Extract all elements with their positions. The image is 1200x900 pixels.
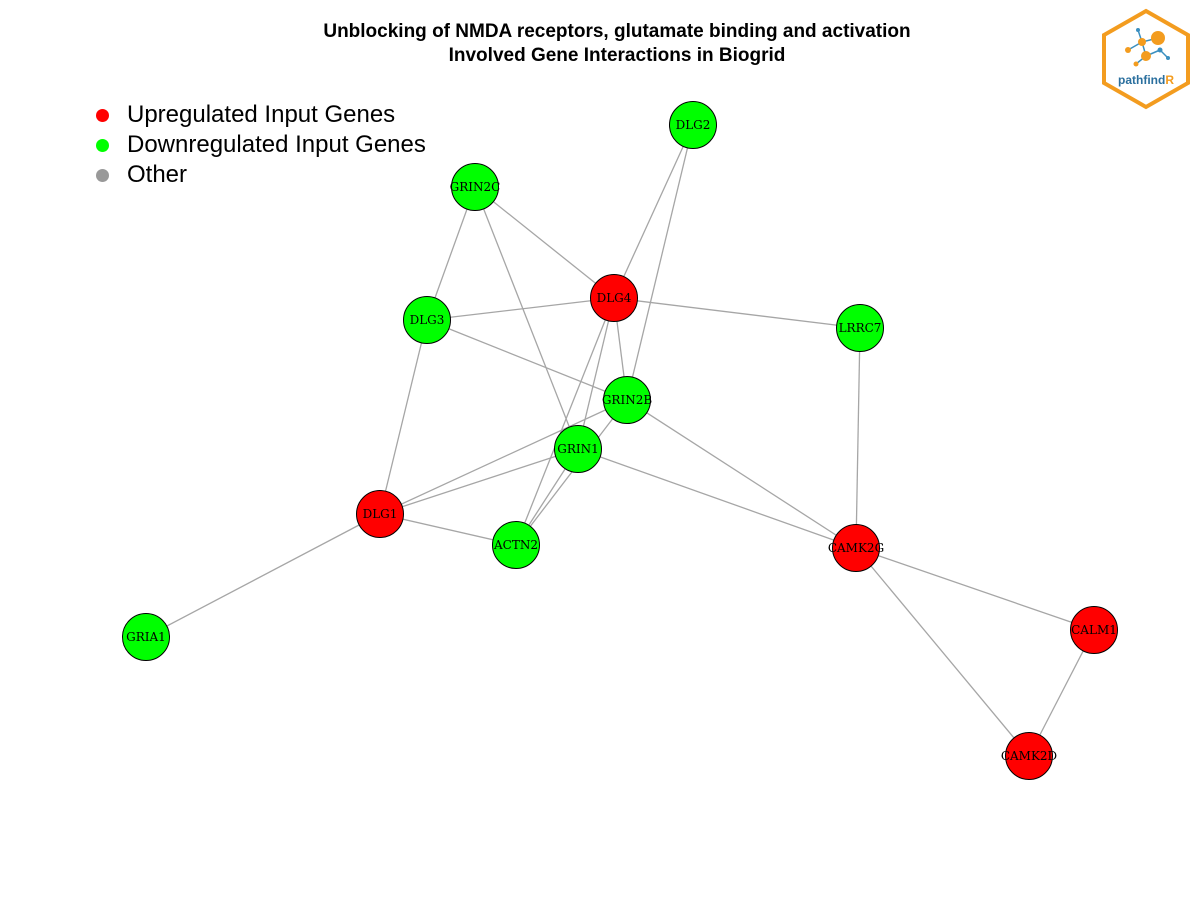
legend: Upregulated Input Genes Downregulated In…: [96, 100, 426, 190]
node-dlg2: DLG2: [669, 101, 717, 149]
edge-dlg4-lrrc7: [613, 297, 861, 329]
edge-grin2b-camk2g: [626, 399, 857, 549]
node-circle-dlg4: [590, 274, 638, 322]
node-label-camk2d: CAMK2D: [1001, 749, 1057, 763]
node-dlg1: DLG1: [356, 490, 404, 538]
edge-layer: [145, 124, 1095, 757]
legend-item-upregulated: Upregulated Input Genes: [96, 100, 426, 130]
node-grin1: GRIN1: [554, 425, 602, 473]
edge-dlg4-actn2: [515, 297, 615, 546]
node-circle-dlg2: [669, 101, 717, 149]
edge-dlg3-dlg1: [379, 319, 428, 515]
node-label-actn2: ACTN2: [493, 538, 538, 552]
edge-dlg1-gria1: [145, 513, 381, 638]
legend-label-other: Other: [127, 161, 188, 188]
chart-title: Unblocking of NMDA receptors, glutamate …: [0, 20, 1200, 68]
node-circle-grin2b: [603, 376, 651, 424]
node-label-dlg1: DLG1: [363, 507, 398, 521]
node-actn2: ACTN2: [492, 521, 540, 569]
edge-dlg4-dlg3: [426, 297, 615, 321]
node-calm1: CALM1: [1070, 606, 1118, 654]
node-grin2c: GRIN2C: [450, 163, 501, 211]
node-label-grin2b: GRIN2B: [602, 393, 652, 407]
logo-text: pathfindR: [1118, 73, 1174, 87]
edge-camk2g-camk2d: [855, 547, 1030, 757]
legend-label-downregulated: Downregulated Input Genes: [127, 131, 426, 158]
node-layer: DLG2 GRIN2C DLG4 DLG3 LRRC7 GRIN2B GRIN1 DLG1 AC…: [122, 101, 1118, 780]
edge-grin2c-grin1: [474, 186, 579, 450]
title-line-1: Unblocking of NMDA receptors, glutamate …: [323, 21, 911, 42]
legend-item-other: Other: [96, 160, 426, 190]
edge-dlg4-grin1: [577, 297, 615, 450]
node-camk2d: CAMK2D: [1001, 732, 1057, 780]
node-circle-dlg3: [403, 296, 451, 344]
edge-grin2c-dlg4: [474, 186, 615, 299]
node-gria1: GRIA1: [122, 613, 170, 661]
node-label-calm1: CALM1: [1071, 623, 1117, 637]
legend-item-downregulated: Downregulated Input Genes: [96, 130, 426, 160]
node-label-dlg4: DLG4: [597, 291, 632, 305]
node-label-dlg3: DLG3: [410, 313, 445, 327]
node-label-camk2g: CAMK2G: [828, 541, 884, 555]
edge-dlg2-dlg4: [613, 124, 694, 299]
node-dlg4: DLG4: [590, 274, 638, 322]
node-label-lrrc7: LRRC7: [839, 321, 882, 335]
node-dlg3: DLG3: [403, 296, 451, 344]
node-lrrc7: LRRC7: [836, 304, 884, 352]
node-label-grin1: GRIN1: [557, 442, 599, 456]
node-circle-grin2c: [451, 163, 499, 211]
edge-camk2g-calm1: [855, 547, 1095, 631]
edge-grin2b-actn2: [515, 399, 628, 546]
node-label-grin2c: GRIN2C: [450, 180, 501, 194]
node-circle-actn2: [492, 521, 540, 569]
node-circle-gria1: [122, 613, 170, 661]
node-circle-lrrc7: [836, 304, 884, 352]
edge-grin1-camk2g: [577, 448, 857, 549]
edge-grin1-dlg1: [379, 448, 579, 515]
logo-nodes: [1125, 28, 1170, 67]
legend-marker-downregulated: [96, 138, 109, 152]
node-circle-camk2g: [832, 524, 880, 572]
title-line-2: Involved Gene Interactions in Biogrid: [448, 45, 786, 66]
node-label-dlg2: DLG2: [676, 118, 711, 132]
node-label-gria1: GRIA1: [126, 630, 166, 644]
edge-grin2b-dlg1: [379, 399, 628, 515]
edge-dlg3-grin2b: [426, 319, 628, 401]
node-camk2g: CAMK2G: [828, 524, 884, 572]
edge-lrrc7-camk2g: [855, 327, 861, 549]
legend-label-upregulated: Upregulated Input Genes: [127, 101, 396, 128]
node-circle-grin1: [554, 425, 602, 473]
node-circle-camk2d: [1005, 732, 1053, 780]
legend-marker-other: [96, 168, 109, 182]
pathfindr-logo: pathfindR: [1102, 8, 1190, 110]
node-circle-dlg1: [356, 490, 404, 538]
node-grin2b: GRIN2B: [602, 376, 652, 424]
edge-dlg2-grin2b: [626, 124, 694, 401]
node-circle-calm1: [1070, 606, 1118, 654]
legend-marker-upregulated: [96, 108, 109, 122]
